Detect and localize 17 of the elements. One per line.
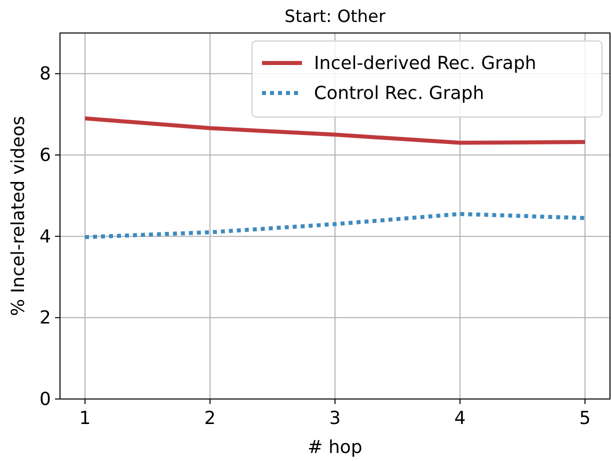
y-tick-label: 2 bbox=[40, 308, 51, 329]
legend-label: Control Rec. Graph bbox=[314, 83, 484, 104]
y-tick-label: 4 bbox=[40, 226, 51, 248]
x-tick-label: 2 bbox=[204, 408, 216, 429]
x-axis-title: # hop bbox=[308, 437, 362, 458]
x-tick-label: 3 bbox=[329, 408, 341, 429]
line-series bbox=[83, 116, 587, 145]
x-tick-label: 5 bbox=[579, 408, 591, 429]
y-tick-label: 0 bbox=[40, 389, 51, 410]
y-tick-label: 8 bbox=[40, 64, 51, 85]
x-tick-label: 4 bbox=[454, 408, 466, 429]
y-axis-title: % Incel-related videos bbox=[8, 116, 29, 316]
chart-title: Start: Other bbox=[284, 7, 386, 27]
x-tick-label: 1 bbox=[79, 408, 91, 429]
y-tick-label: 6 bbox=[40, 145, 51, 166]
legend-label: Incel-derived Rec. Graph bbox=[314, 53, 536, 74]
line-series bbox=[83, 212, 587, 240]
